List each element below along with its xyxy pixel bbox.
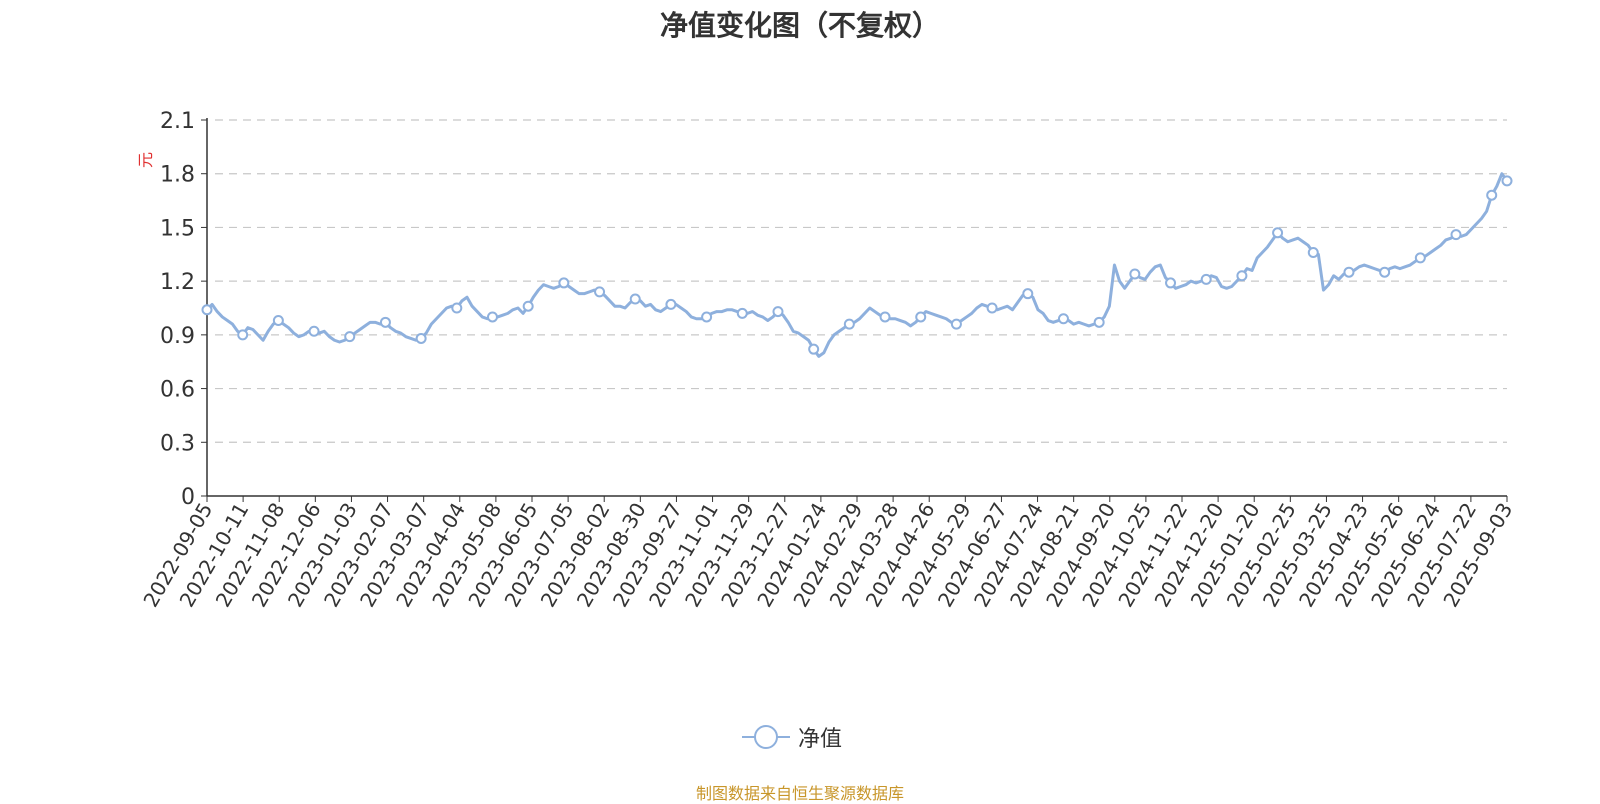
chart-title: 净值变化图（不复权） [659, 9, 940, 42]
data-point[interactable] [486, 311, 498, 323]
y-tick-label: 1.8 [160, 163, 195, 188]
data-point[interactable] [1200, 273, 1212, 285]
legend-label: 净值 [798, 727, 843, 752]
y-tick-label: 0.6 [160, 378, 195, 403]
data-point[interactable] [1307, 246, 1319, 258]
data-point[interactable] [201, 304, 213, 316]
x-tick-labels: 2022-09-052022-10-112022-11-082022-12-06… [138, 499, 1517, 612]
data-point[interactable] [1450, 229, 1462, 241]
data-point[interactable] [665, 298, 677, 310]
data-point[interactable] [701, 311, 713, 323]
y-tick-label: 1.5 [160, 216, 195, 241]
data-point[interactable] [915, 311, 927, 323]
data-point[interactable] [843, 318, 855, 330]
y-axis-label: 元 [136, 152, 155, 168]
data-point[interactable] [415, 332, 427, 344]
data-point[interactable] [1093, 316, 1105, 328]
data-point[interactable] [879, 311, 891, 323]
y-tick-label: 0 [181, 485, 195, 510]
data-point[interactable] [1414, 252, 1426, 264]
data-point[interactable] [1343, 266, 1355, 278]
data-point[interactable] [558, 277, 570, 289]
data-point[interactable] [950, 318, 962, 330]
y-tick-labels: 0 0.3 0.6 0.9 1.2 1.5 1.8 2.1 [160, 109, 195, 510]
y-tick-label: 0.3 [160, 431, 195, 456]
data-point[interactable] [594, 286, 606, 298]
legend-line-icon [742, 725, 790, 749]
source-note: 制图数据来自恒生聚源数据库 [695, 784, 904, 803]
data-point[interactable] [1022, 288, 1034, 300]
data-point[interactable] [344, 331, 356, 343]
legend[interactable]: 净值 [742, 722, 842, 752]
y-tick-label: 0.9 [160, 324, 195, 349]
series-line [205, 172, 1509, 358]
data-point[interactable] [237, 329, 249, 341]
data-point[interactable] [772, 306, 784, 318]
data-point[interactable] [308, 325, 320, 337]
y-tick-label: 2.1 [160, 109, 195, 134]
data-point[interactable] [736, 307, 748, 319]
data-point[interactable] [986, 302, 998, 314]
data-point[interactable] [1057, 313, 1069, 325]
data-point[interactable] [1486, 189, 1498, 201]
data-point[interactable] [1236, 270, 1248, 282]
data-point[interactable] [522, 300, 534, 312]
data-point[interactable] [1501, 175, 1513, 187]
y-tick-label: 1.2 [160, 270, 195, 295]
data-point[interactable] [1165, 277, 1177, 289]
data-point[interactable] [1129, 268, 1141, 280]
axes [201, 118, 1508, 502]
data-point[interactable] [272, 315, 284, 327]
series-layer [201, 172, 1513, 358]
data-point[interactable] [629, 293, 641, 305]
data-point[interactable] [379, 316, 391, 328]
data-point[interactable] [808, 343, 820, 355]
data-point[interactable] [1379, 266, 1391, 278]
data-point[interactable] [451, 302, 463, 314]
grid-lines [215, 119, 1507, 443]
data-point[interactable] [1272, 227, 1284, 239]
